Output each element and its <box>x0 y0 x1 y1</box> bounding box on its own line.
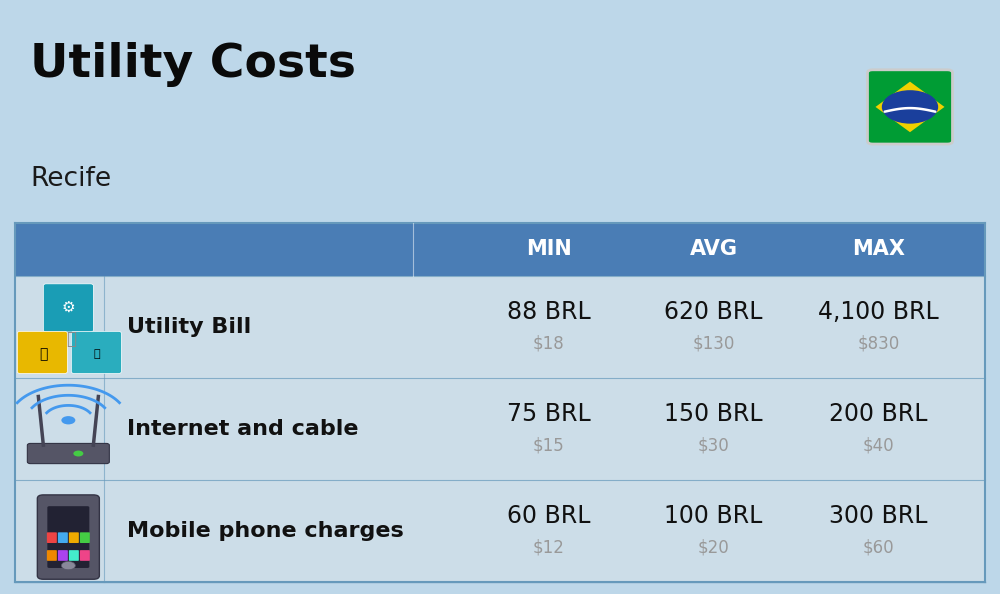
Text: 300 BRL: 300 BRL <box>829 504 928 528</box>
Text: $130: $130 <box>692 335 735 353</box>
FancyBboxPatch shape <box>868 70 952 144</box>
Text: $18: $18 <box>533 335 564 353</box>
FancyBboxPatch shape <box>47 506 89 568</box>
Text: $40: $40 <box>862 437 894 455</box>
Text: $60: $60 <box>862 539 894 557</box>
FancyBboxPatch shape <box>69 532 79 543</box>
Text: $15: $15 <box>533 437 564 455</box>
Circle shape <box>61 561 75 570</box>
FancyBboxPatch shape <box>17 331 67 374</box>
Text: $12: $12 <box>533 539 564 557</box>
Text: AVG: AVG <box>689 239 737 260</box>
FancyBboxPatch shape <box>15 480 985 582</box>
FancyBboxPatch shape <box>58 550 68 561</box>
Text: 200 BRL: 200 BRL <box>829 402 928 426</box>
Text: 60 BRL: 60 BRL <box>507 504 590 528</box>
FancyBboxPatch shape <box>47 550 57 561</box>
FancyBboxPatch shape <box>71 331 121 374</box>
Text: $20: $20 <box>698 539 729 557</box>
Text: MAX: MAX <box>852 239 905 260</box>
Text: MIN: MIN <box>526 239 571 260</box>
Text: Utility Costs: Utility Costs <box>30 42 356 87</box>
Circle shape <box>882 90 938 124</box>
Text: Mobile phone charges: Mobile phone charges <box>127 521 403 541</box>
Text: 4,100 BRL: 4,100 BRL <box>818 301 939 324</box>
FancyBboxPatch shape <box>47 532 57 543</box>
FancyBboxPatch shape <box>80 550 90 561</box>
FancyBboxPatch shape <box>15 378 985 480</box>
Text: 🚿: 🚿 <box>93 349 100 359</box>
FancyBboxPatch shape <box>37 495 99 579</box>
FancyBboxPatch shape <box>15 276 985 378</box>
FancyBboxPatch shape <box>27 443 109 463</box>
Text: Internet and cable: Internet and cable <box>127 419 358 439</box>
Text: 88 BRL: 88 BRL <box>507 301 590 324</box>
Text: 100 BRL: 100 BRL <box>664 504 763 528</box>
Text: Utility Bill: Utility Bill <box>127 317 251 337</box>
Text: ⚙: ⚙ <box>62 300 75 315</box>
Text: $30: $30 <box>698 437 729 455</box>
Text: Recife: Recife <box>30 166 111 192</box>
FancyBboxPatch shape <box>80 532 90 543</box>
Text: $830: $830 <box>857 335 899 353</box>
FancyBboxPatch shape <box>58 532 68 543</box>
Text: 620 BRL: 620 BRL <box>664 301 763 324</box>
Circle shape <box>61 416 75 424</box>
Circle shape <box>73 450 83 456</box>
Text: 🔌: 🔌 <box>39 347 48 361</box>
Polygon shape <box>876 81 944 132</box>
FancyBboxPatch shape <box>69 550 79 561</box>
FancyBboxPatch shape <box>43 284 93 332</box>
Text: 👤: 👤 <box>66 330 76 348</box>
Text: 150 BRL: 150 BRL <box>664 402 763 426</box>
Text: 75 BRL: 75 BRL <box>507 402 590 426</box>
FancyBboxPatch shape <box>15 223 985 276</box>
